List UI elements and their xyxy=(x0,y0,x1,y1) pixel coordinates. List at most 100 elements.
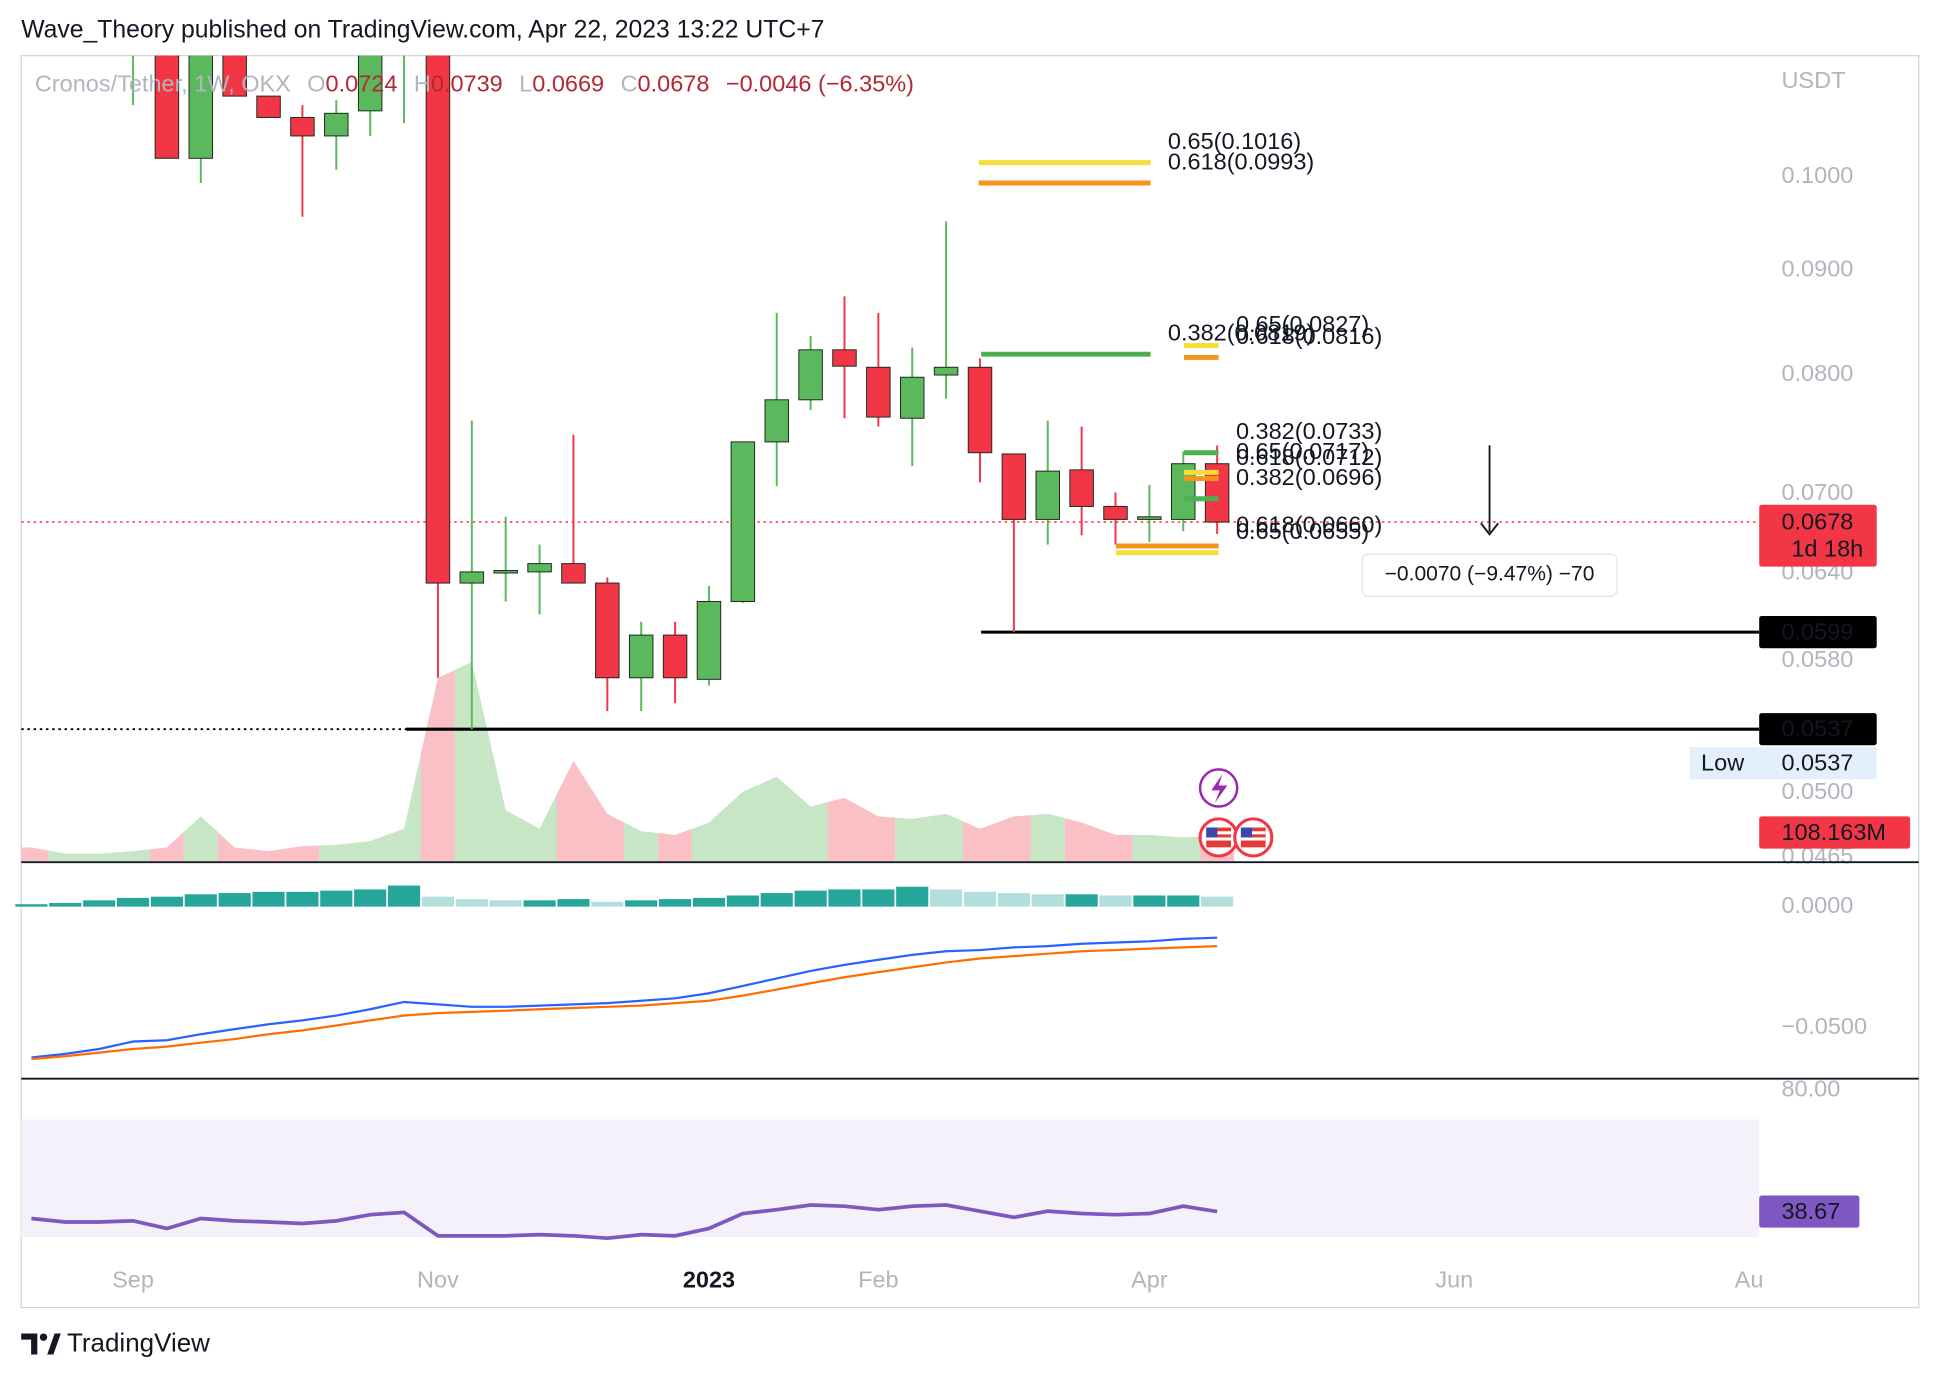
fib-label: 0.618(0.0660) xyxy=(1236,511,1382,537)
candle-body xyxy=(967,366,993,454)
icon-bolt xyxy=(1211,774,1228,803)
macd-bar xyxy=(963,891,997,907)
legend: Cronos/Tether, 1W, OKX O0.0724 H0.0739 L… xyxy=(35,71,914,97)
y-tick-label: 80.00 xyxy=(1781,1075,1840,1101)
macd-line xyxy=(31,945,1218,1061)
last-price-box xyxy=(1759,504,1877,567)
volume-area xyxy=(387,753,421,861)
ohlc-key: H xyxy=(414,71,431,97)
macd-bar xyxy=(49,902,82,907)
y-tick-label: 0.0900 xyxy=(1781,256,1853,282)
macd-bar xyxy=(1031,894,1064,907)
fib-label: 0.65(0.0827) xyxy=(1236,311,1369,337)
fib-label: 0.65(0.0655) xyxy=(1236,518,1369,544)
symbol: Cronos/Tether, 1W, OKX xyxy=(35,71,291,97)
fib-label: 0.65(0.0717) xyxy=(1236,438,1369,464)
candle-body xyxy=(222,55,247,97)
level-label-box xyxy=(1759,616,1877,649)
macd-bar xyxy=(116,897,150,907)
volume-area xyxy=(1064,818,1099,861)
macd-bar xyxy=(1167,895,1200,907)
ohlc-value: 0.0678 xyxy=(638,71,710,97)
candle-body xyxy=(764,399,789,443)
low-key: Low xyxy=(1701,750,1745,776)
volume-area xyxy=(895,816,930,861)
chart-frame xyxy=(20,55,1920,1309)
fib-label: 0.618(0.0993) xyxy=(1168,148,1314,174)
macd-line xyxy=(31,936,1218,1059)
candle-body xyxy=(798,349,823,401)
change: −0.0046 (−6.35%) xyxy=(726,71,914,97)
volume-area xyxy=(624,822,659,861)
volume-area xyxy=(251,848,286,861)
macd-bar xyxy=(1065,894,1098,907)
volume-area xyxy=(522,794,557,861)
candle-body xyxy=(662,634,688,679)
candle-body xyxy=(493,570,518,574)
flag-icon xyxy=(1198,817,1239,858)
flag-icon xyxy=(1233,817,1274,858)
volume-area xyxy=(963,821,997,861)
candle-body xyxy=(1103,505,1128,520)
ohlc-value: 0.0724 xyxy=(326,71,398,97)
macd-bar xyxy=(862,889,895,907)
volume-area xyxy=(590,787,625,861)
candle-body xyxy=(1069,469,1094,507)
footer-text: TradingView xyxy=(67,1327,210,1357)
x-tick-label: Jun xyxy=(1435,1267,1473,1293)
volume-area xyxy=(149,831,184,861)
countdown-text: 1d 18h xyxy=(1791,536,1863,562)
macd-bar xyxy=(760,893,793,907)
y-tick-label: 0.0000 xyxy=(1781,892,1853,918)
macd-bar xyxy=(218,893,251,907)
icon-stripe xyxy=(1206,837,1232,841)
fib-label: 0.618(0.0816) xyxy=(1236,323,1382,349)
macd-bar xyxy=(828,889,861,907)
macd-bar xyxy=(794,890,827,907)
macd-bar xyxy=(83,900,116,907)
y-tick-label: 0.1000 xyxy=(1781,162,1853,188)
measure-box xyxy=(1361,553,1618,597)
volume-layer xyxy=(21,661,1235,861)
macd-bar xyxy=(354,889,387,907)
fib-label: 0.65(0.1016) xyxy=(1168,128,1301,154)
macd-bar xyxy=(1133,895,1166,907)
candle-body xyxy=(154,55,180,159)
ohlc-value: 0.0669 xyxy=(532,71,604,97)
volume-area xyxy=(1166,836,1201,861)
axis-unit: USDT xyxy=(1781,67,1845,93)
measure-label: −0.0070 (−9.47%) −70 xyxy=(1385,563,1595,586)
measure-arrowhead xyxy=(1480,522,1499,536)
macd-bar xyxy=(320,890,353,907)
ohlc-key: C xyxy=(621,71,638,97)
macd-bar xyxy=(489,900,522,907)
logo-mark xyxy=(21,1333,38,1355)
rsi-line xyxy=(31,1203,1218,1241)
candle-body xyxy=(527,563,552,573)
y-tick-label: 0.0580 xyxy=(1781,646,1853,672)
candle-body xyxy=(459,571,485,584)
y-tick-label: 0.0800 xyxy=(1781,360,1853,386)
candle-body xyxy=(324,112,349,137)
macd-bar xyxy=(150,896,183,907)
macd-bar xyxy=(692,897,726,907)
candle-body xyxy=(188,55,214,159)
volume-area xyxy=(1098,828,1133,861)
macd-bar xyxy=(387,885,421,907)
fib-label: 0.382(0.0696) xyxy=(1236,464,1382,490)
candle-body xyxy=(1001,453,1027,520)
candle-body xyxy=(1137,516,1162,520)
macd-bar xyxy=(15,904,48,907)
logo-mark xyxy=(47,1333,61,1355)
macd-bar xyxy=(455,899,488,907)
icon-stripe xyxy=(1240,831,1266,835)
low-value: 0.0537 xyxy=(1781,750,1853,776)
macd-bar xyxy=(726,895,759,907)
volume-area xyxy=(556,760,591,861)
icon-canton xyxy=(1206,827,1218,838)
volume-area xyxy=(183,816,218,861)
rsi-value-box xyxy=(1759,1195,1860,1228)
price-layer xyxy=(21,55,1760,731)
volume-area xyxy=(285,845,320,861)
